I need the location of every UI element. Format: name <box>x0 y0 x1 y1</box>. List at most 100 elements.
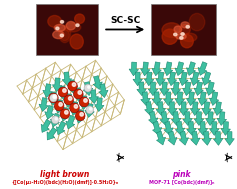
Text: {[Co(μ₂-H₂O)(bdc)(H₂O)(dmf)]·0.5H₂O}ₙ: {[Co(μ₂-H₂O)(bdc)(H₂O)(dmf)]·0.5H₂O}ₙ <box>11 180 119 185</box>
Ellipse shape <box>60 30 69 41</box>
Ellipse shape <box>75 14 85 23</box>
Circle shape <box>63 89 66 92</box>
Polygon shape <box>164 92 173 106</box>
Polygon shape <box>183 112 192 125</box>
Polygon shape <box>175 122 185 135</box>
Polygon shape <box>179 102 188 115</box>
Polygon shape <box>194 82 203 95</box>
Circle shape <box>86 106 94 114</box>
Circle shape <box>84 99 87 102</box>
Polygon shape <box>85 104 94 117</box>
Ellipse shape <box>162 29 178 44</box>
Polygon shape <box>171 82 181 96</box>
Polygon shape <box>83 82 93 96</box>
Ellipse shape <box>48 15 61 27</box>
Ellipse shape <box>70 34 83 49</box>
Circle shape <box>64 95 73 105</box>
Polygon shape <box>62 72 72 86</box>
Polygon shape <box>164 62 173 76</box>
Polygon shape <box>168 102 177 115</box>
Polygon shape <box>66 115 75 129</box>
Polygon shape <box>99 84 108 98</box>
Polygon shape <box>191 131 200 145</box>
Ellipse shape <box>182 33 197 42</box>
Polygon shape <box>75 109 85 123</box>
Polygon shape <box>183 82 192 96</box>
Polygon shape <box>141 92 150 106</box>
Text: light brown: light brown <box>40 170 90 179</box>
Ellipse shape <box>180 24 190 35</box>
Ellipse shape <box>174 26 182 33</box>
Polygon shape <box>79 96 89 110</box>
Bar <box>151 4 216 55</box>
Polygon shape <box>41 119 51 132</box>
Polygon shape <box>190 72 200 85</box>
Polygon shape <box>179 72 188 86</box>
Polygon shape <box>179 131 188 145</box>
Polygon shape <box>68 80 77 94</box>
Polygon shape <box>171 112 181 125</box>
Polygon shape <box>175 92 184 106</box>
Circle shape <box>78 91 82 94</box>
Circle shape <box>70 103 79 113</box>
Polygon shape <box>137 82 146 96</box>
Polygon shape <box>58 86 68 100</box>
Polygon shape <box>89 90 98 104</box>
Polygon shape <box>39 98 48 112</box>
Polygon shape <box>221 122 230 135</box>
Polygon shape <box>74 88 83 102</box>
Polygon shape <box>206 112 215 125</box>
Ellipse shape <box>180 37 183 39</box>
Ellipse shape <box>189 13 205 31</box>
Ellipse shape <box>60 34 63 37</box>
Polygon shape <box>187 92 196 106</box>
Polygon shape <box>187 62 196 75</box>
Polygon shape <box>49 92 58 106</box>
Circle shape <box>72 83 76 86</box>
Ellipse shape <box>59 26 71 43</box>
Polygon shape <box>198 122 208 135</box>
Ellipse shape <box>176 34 186 39</box>
Ellipse shape <box>54 24 65 31</box>
Polygon shape <box>198 62 207 75</box>
Polygon shape <box>190 102 200 115</box>
Text: pink: pink <box>172 170 191 179</box>
Circle shape <box>68 81 77 91</box>
Polygon shape <box>148 82 158 96</box>
Circle shape <box>75 111 85 121</box>
Polygon shape <box>47 127 57 140</box>
Circle shape <box>90 108 92 110</box>
Polygon shape <box>52 78 62 92</box>
Polygon shape <box>210 92 219 105</box>
Circle shape <box>68 97 72 100</box>
Polygon shape <box>133 72 142 86</box>
Ellipse shape <box>76 24 79 26</box>
Circle shape <box>59 103 62 106</box>
Polygon shape <box>60 107 69 121</box>
Polygon shape <box>152 62 161 76</box>
Ellipse shape <box>60 21 64 23</box>
Polygon shape <box>56 121 66 135</box>
Ellipse shape <box>181 34 193 48</box>
Ellipse shape <box>56 27 59 30</box>
Polygon shape <box>217 112 227 125</box>
Ellipse shape <box>186 26 189 28</box>
Polygon shape <box>144 72 154 86</box>
Circle shape <box>73 89 83 99</box>
Polygon shape <box>168 131 177 145</box>
Polygon shape <box>187 122 196 135</box>
Polygon shape <box>149 112 158 125</box>
Polygon shape <box>64 94 73 108</box>
Polygon shape <box>167 72 177 86</box>
Polygon shape <box>194 112 204 125</box>
Polygon shape <box>214 132 223 145</box>
Polygon shape <box>213 101 223 115</box>
Text: MOF-71 [Co(bdc)(dmf)]ₙ: MOF-71 [Co(bdc)(dmf)]ₙ <box>149 180 214 185</box>
Circle shape <box>74 105 78 108</box>
Circle shape <box>51 116 59 124</box>
Ellipse shape <box>174 33 177 36</box>
Polygon shape <box>160 82 169 96</box>
Polygon shape <box>152 92 162 106</box>
Polygon shape <box>54 100 64 113</box>
Circle shape <box>49 93 58 103</box>
